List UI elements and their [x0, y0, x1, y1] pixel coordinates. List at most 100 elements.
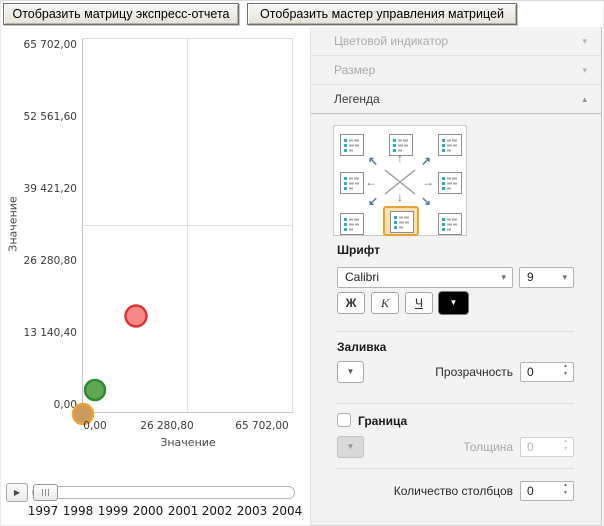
play-icon: ▶: [13, 488, 21, 497]
legend-preview-icon: [340, 213, 364, 235]
chevron-down-icon: ▾: [501, 272, 506, 282]
legend-position-top-right[interactable]: [438, 134, 462, 156]
quadrant-line-horizontal: [83, 225, 292, 226]
timeline-slider-track[interactable]: [32, 486, 295, 499]
spinner-down-icon[interactable]: ▼: [563, 371, 568, 377]
legend-preview-icon: [340, 172, 364, 194]
timeline-year: 2000: [132, 504, 164, 518]
border-checkbox[interactable]: [337, 413, 351, 427]
y-tick-label: 65 702,00: [23, 39, 77, 51]
x-tick-label: 65 702,00: [235, 420, 289, 432]
arrow-right-icon: →: [422, 175, 434, 189]
y-tick-label: 52 561,60: [23, 111, 77, 123]
legend-preview-icon: [438, 134, 462, 156]
separator: [337, 331, 574, 332]
timeline-year: 1998: [62, 504, 94, 518]
transparency-label: Прозрачность: [435, 365, 513, 379]
chevron-up-icon: ▴: [582, 94, 587, 104]
show-matrix-wizard-button[interactable]: Отобразить мастер управления матрицей: [247, 3, 517, 25]
font-family-select[interactable]: Calibri ▾: [337, 267, 513, 288]
section-header-legend[interactable]: Легенда ▴: [311, 85, 601, 114]
arrow-up-icon: ↑: [397, 151, 403, 165]
chevron-down-icon: ▼: [346, 367, 355, 376]
border-color-dropdown-button[interactable]: ▼: [337, 436, 364, 458]
fill-section-label: Заливка: [337, 340, 387, 354]
section-header-size[interactable]: Размер ▾: [311, 56, 601, 85]
arrow-down-right-icon: ↘: [420, 194, 432, 208]
spinner-up-icon: ▲: [563, 438, 568, 444]
border-section-label: Граница: [358, 414, 408, 428]
arrow-up-right-icon: ↗: [420, 154, 432, 168]
bold-button[interactable]: Ж: [337, 292, 365, 314]
timeline-play-button[interactable]: ▶: [6, 483, 28, 502]
arrow-down-icon: ↓: [397, 190, 403, 204]
thickness-label: Толщина: [463, 440, 513, 454]
section-label: Размер: [334, 63, 376, 77]
columns-count-label: Количество столбцов: [393, 484, 513, 498]
font-family-value: Calibri: [345, 270, 380, 284]
arrow-down-left-icon: ↙: [367, 194, 379, 208]
chevron-down-icon: ▾: [582, 36, 587, 46]
y-tick-label: 26 280,80: [23, 255, 77, 267]
timeline-year: 2003: [236, 504, 268, 518]
thickness-value: 0: [527, 440, 534, 454]
y-tick-label: 13 140,40: [23, 327, 77, 339]
font-size-select[interactable]: 9 ▾: [519, 267, 574, 288]
font-color-button[interactable]: ▼: [439, 292, 468, 314]
section-header-color-indicator[interactable]: Цветовой индикатор ▾: [311, 27, 601, 56]
font-section-label: Шрифт: [337, 243, 380, 257]
y-axis-title: Значение: [6, 196, 20, 252]
legend-position-bottom-center-selected[interactable]: [383, 206, 419, 236]
separator: [337, 468, 574, 469]
legend-position-bottom-left[interactable]: [340, 213, 364, 235]
y-tick-label: 39 421,20: [23, 183, 77, 195]
timeline-year: 2004: [271, 504, 303, 518]
chevron-down-icon: ▼: [346, 442, 355, 451]
chevron-down-icon: ▾: [562, 272, 567, 282]
transparency-spinner[interactable]: 0 ▲ ▼: [520, 362, 574, 382]
font-size-value: 9: [527, 270, 534, 284]
columns-count-value: 0: [527, 484, 534, 498]
legend-preview-icon: [438, 172, 462, 194]
spinner-down-icon: ▼: [563, 446, 568, 452]
underline-button[interactable]: Ч: [405, 292, 433, 314]
spinner-down-icon[interactable]: ▼: [563, 490, 568, 496]
legend-position-bottom-right[interactable]: [438, 213, 462, 235]
section-label: Цветовой индикатор: [334, 34, 449, 48]
x-axis-title: Значение: [160, 436, 216, 449]
timeline-year: 2001: [167, 504, 199, 518]
chevron-down-icon: ▼: [449, 298, 458, 307]
legend-position-top-center[interactable]: [389, 134, 413, 156]
spinner-up-icon[interactable]: ▲: [563, 482, 568, 488]
legend-preview-icon: [390, 211, 414, 233]
legend-position-middle-left[interactable]: [340, 172, 364, 194]
fill-color-dropdown-button[interactable]: ▼: [337, 361, 364, 383]
timeline-year: 2002: [201, 504, 233, 518]
y-tick-label: 0,00: [53, 399, 77, 411]
legend-preview-icon: [340, 134, 364, 156]
legend-position-none[interactable]: [383, 168, 417, 199]
legend-position-top-left[interactable]: [340, 134, 364, 156]
x-tick-label: 26 280,80: [140, 420, 194, 432]
legend-position-grid: ↖ ↑ ↗ ← → ↙ ↓ ↘: [333, 125, 467, 236]
legend-position-middle-right[interactable]: [438, 172, 462, 194]
show-express-report-matrix-button[interactable]: Отобразить матрицу экспресс-отчета: [3, 3, 239, 25]
legend-preview-icon: [389, 134, 413, 156]
timeline-year: 1997: [27, 504, 59, 518]
cross-x-icon: [384, 169, 416, 195]
timeline-year: 1999: [97, 504, 129, 518]
spinner-up-icon[interactable]: ▲: [563, 363, 568, 369]
properties-panel: Цветовой индикатор ▾ Размер ▾ Легенда ▴: [310, 27, 602, 526]
transparency-value: 0: [527, 365, 534, 379]
section-label: Легенда: [334, 92, 380, 106]
timeline-slider-thumb[interactable]: [33, 484, 58, 501]
arrow-left-icon: ←: [365, 175, 377, 189]
italic-button[interactable]: К: [371, 292, 399, 314]
arrow-up-left-icon: ↖: [367, 154, 379, 168]
thickness-spinner[interactable]: 0 ▲ ▼: [520, 437, 574, 457]
columns-count-spinner[interactable]: 0 ▲ ▼: [520, 481, 574, 501]
separator: [337, 403, 574, 404]
legend-preview-icon: [438, 213, 462, 235]
chevron-down-icon: ▾: [582, 65, 587, 75]
